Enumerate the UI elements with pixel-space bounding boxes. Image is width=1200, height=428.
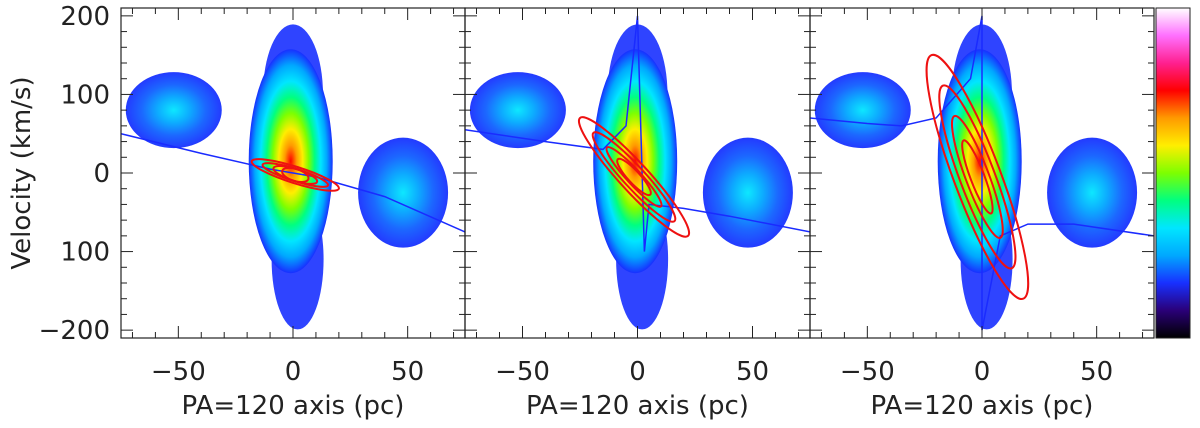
contour-level-4 [961,139,994,215]
x-axis-label: PA=120 axis (pc) [871,391,1094,421]
model-curve [465,15,810,252]
contour-level-4 [616,157,652,197]
y-tick-label: 100 [60,80,110,110]
y-axis-label: Velocity (km/s) [7,76,37,269]
colorbar [1155,7,1191,339]
emission-left-lobe [125,72,222,149]
panel-1 [121,24,465,330]
contour-level-1 [925,53,1030,301]
emission-core [248,49,333,274]
x-tick-label: −50 [840,357,895,387]
model-curve [121,132,465,233]
x-tick-label: 50 [736,357,769,387]
x-tick-label: −50 [495,357,550,387]
x-tick-label: 0 [285,357,302,387]
emission-core [937,49,1022,274]
y-tick-label: −200 [39,316,110,346]
x-axis-label: PA=120 axis (pc) [182,391,405,421]
emission-left-lobe [469,72,566,149]
x-tick-label: −50 [151,357,206,387]
contour-level-2 [591,131,677,223]
x-tick-label: 0 [629,357,646,387]
x-axis-label: PA=120 axis (pc) [526,391,749,421]
contour-level-1 [577,116,691,238]
y-tick-label: 200 [60,2,110,32]
panel-2 [465,15,810,330]
contour-level-1 [250,158,340,192]
emission-right-lobe [358,137,449,248]
y-tick-label: 0 [93,159,110,189]
emission-right-lobe [1047,137,1138,248]
panel-3 [810,15,1154,331]
y-tick-label: 100 [60,238,110,268]
x-tick-label: 50 [391,357,424,387]
emission-right-lobe [702,137,793,248]
x-tick-label: 50 [1080,357,1113,387]
contour-level-3 [950,114,1004,239]
contour-level-4 [281,166,310,184]
contour-level-2 [938,84,1017,270]
x-tick-label: 0 [974,357,991,387]
contour-level-3 [605,146,663,208]
emission-left-lobe [814,72,911,149]
